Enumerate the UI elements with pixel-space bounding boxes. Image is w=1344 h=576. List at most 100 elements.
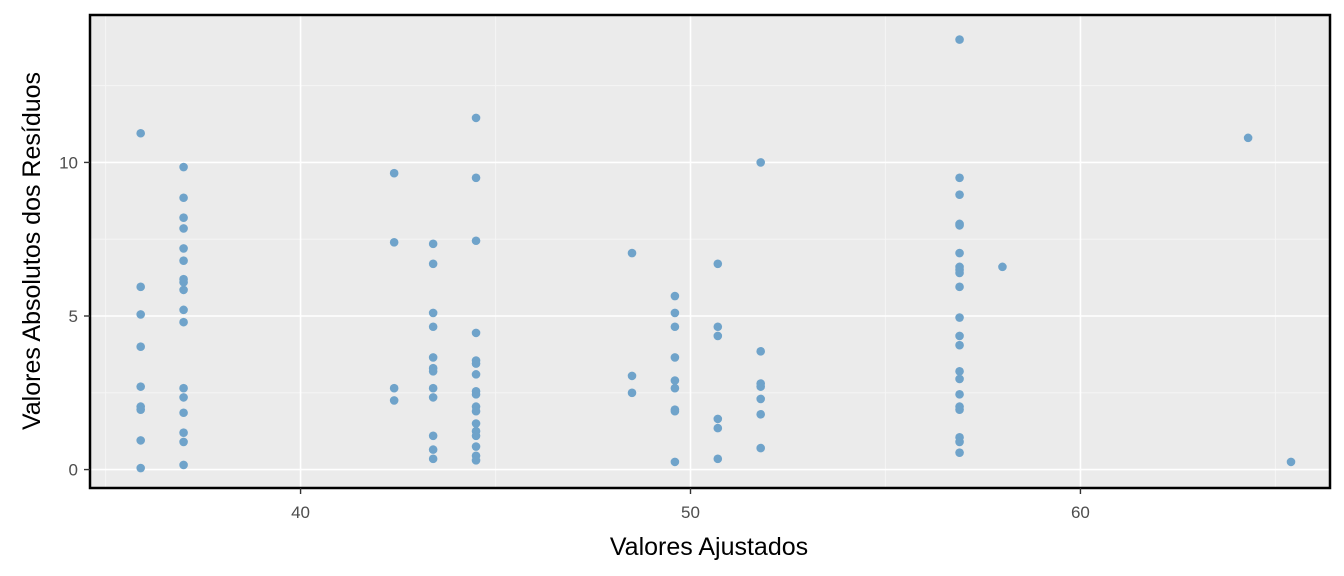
data-point [136,282,145,292]
data-point [179,428,188,438]
data-point [955,190,964,199]
data-point [179,224,188,233]
data-point [955,268,964,278]
y-axis-title: Valores Absolutos dos Resíduos [18,72,46,430]
data-point [756,158,765,167]
data-point [428,353,438,362]
data-point [179,383,188,393]
data-point [627,388,637,398]
x-axis: 40 50 60 [291,488,1090,522]
data-point [955,331,964,341]
data-point [471,390,481,399]
grid-lines [90,15,1330,488]
data-point [428,445,438,454]
data-point [955,374,964,384]
data-point [713,322,723,332]
data-point [471,173,481,183]
data-point [670,376,680,385]
data-point [955,366,964,376]
data-point [428,454,438,464]
data-point [955,173,964,183]
data-point [955,282,964,292]
data-point [471,370,481,379]
data-point [471,442,481,451]
data-point [471,359,481,368]
data-point [428,239,438,249]
data-point [955,405,964,414]
data-point [179,460,188,470]
data-point [1243,133,1253,143]
data-point [428,259,438,269]
data-point [179,437,188,447]
data-point [136,342,145,352]
data-point [136,382,145,391]
data-point [179,277,188,287]
data-point [756,347,765,356]
data-point [955,313,964,322]
data-point [428,308,438,318]
data-point [955,448,964,457]
data-point [136,405,145,414]
data-point [471,113,481,123]
data-point [756,409,765,419]
data-point [756,443,765,453]
data-point [955,340,964,350]
x-axis-title: Valores Ajustados [610,533,808,561]
data-point [389,396,399,405]
data-point [713,414,723,424]
data-point [471,236,481,246]
data-point [471,406,481,416]
data-point [428,383,438,393]
data-point [428,393,438,402]
data-point [179,213,188,223]
data-point [471,328,481,338]
data-point [955,221,964,230]
data-point [670,322,680,332]
data-point [713,454,723,464]
plot-panel-frame [88,13,1332,490]
data-point [471,419,481,428]
data-point [627,371,637,381]
x-tick-label: 60 [1071,503,1090,522]
data-point [955,437,964,447]
data-point [428,322,438,332]
data-point [179,193,188,203]
data-point [179,162,188,172]
data-point [179,393,188,402]
x-tick-label: 40 [291,503,310,522]
data-point [713,259,723,269]
data-point [179,285,188,295]
data-point [955,248,964,258]
data-point [670,383,680,393]
data-point [179,408,188,418]
data-point [136,310,145,319]
y-tick-label: 5 [69,307,78,326]
plot-panel-background [90,15,1330,488]
data-point [670,291,680,301]
data-point [1286,457,1296,467]
data-point [179,305,188,315]
data-point [471,456,481,465]
data-point [471,431,481,441]
data-point [136,436,145,445]
data-point [955,390,964,399]
data-point [136,463,145,473]
data-point [998,262,1007,272]
data-point [179,317,188,327]
data-point [428,431,438,441]
data-point [756,382,765,391]
data-point [389,168,399,178]
data-point [428,366,438,376]
data-point [670,308,680,318]
data-point [756,394,765,404]
data-point [670,353,680,362]
data-point [670,457,680,467]
data-point [670,406,680,416]
data-point [179,244,188,253]
data-point [389,237,399,247]
y-tick-label: 10 [59,153,78,172]
data-point [713,423,723,433]
x-tick-label: 50 [681,503,700,522]
data-point [627,248,637,258]
